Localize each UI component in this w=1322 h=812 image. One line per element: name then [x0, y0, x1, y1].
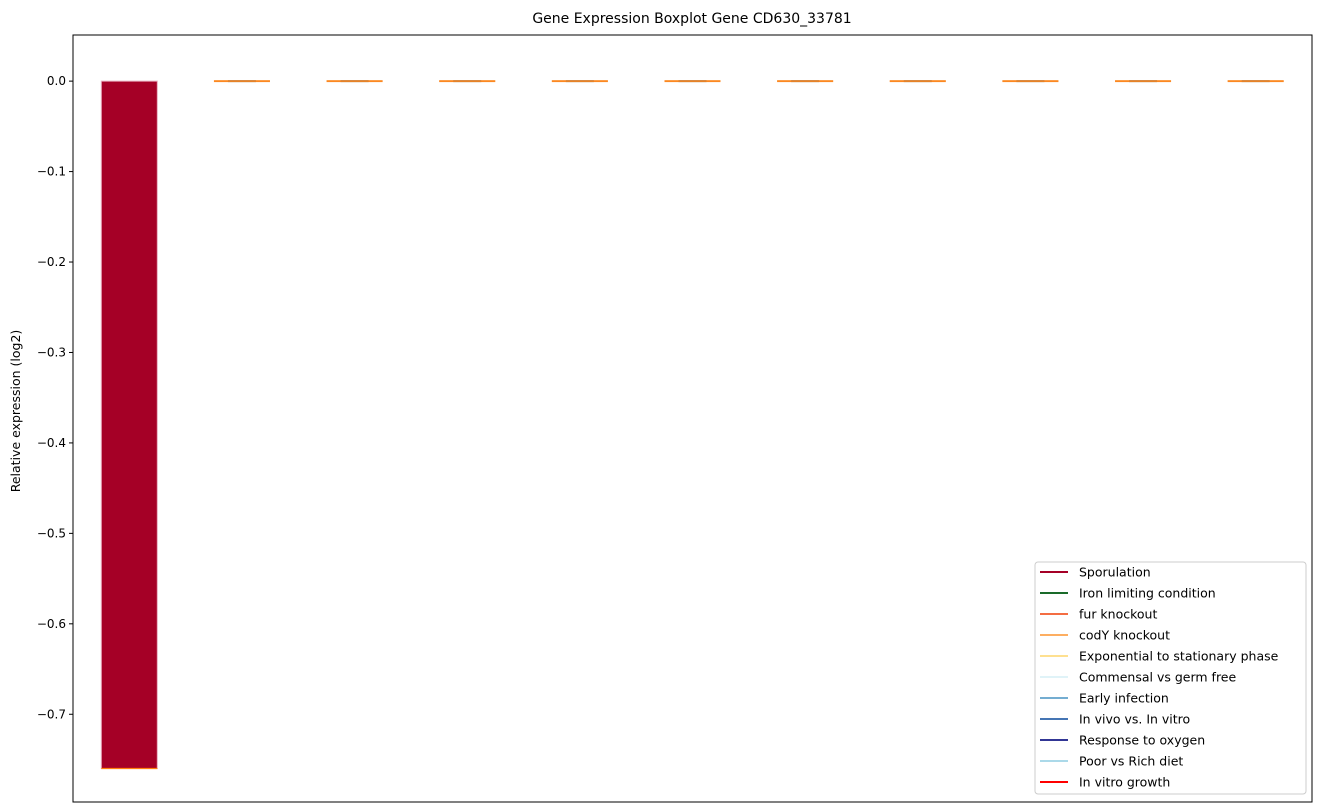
legend-label: Poor vs Rich diet [1079, 754, 1183, 769]
legend-label: Response to oxygen [1079, 733, 1205, 748]
y-tick-label: −0.7 [37, 707, 66, 721]
box-early-infection [777, 80, 834, 83]
box-fur-knockout [326, 80, 383, 83]
plot-frame [72, 34, 1313, 803]
box-cody-knockout [439, 80, 496, 83]
box-in-vitro-growth [1227, 80, 1284, 83]
legend-label: In vivo vs. In vitro [1079, 712, 1190, 727]
chart-title: Gene Expression Boxplot Gene CD630_33781 [532, 11, 851, 27]
box-response-to-oxygen [1002, 80, 1059, 83]
y-tick-label: 0.0 [47, 74, 66, 88]
legend-label: Iron limiting condition [1079, 586, 1216, 601]
legend-label: codY knockout [1079, 628, 1170, 643]
box-poor-vs-rich-diet [1115, 80, 1172, 83]
y-tick-label: −0.5 [37, 526, 66, 540]
legend-label: Sporulation [1079, 565, 1151, 580]
box-iron-limiting-condition [213, 80, 270, 83]
legend-frame [1034, 561, 1307, 795]
legend: Sporulation Iron limiting condition fur kn… [1034, 561, 1307, 795]
legend-label: Commensal vs germ free [1079, 670, 1236, 685]
y-tick-label: −0.2 [37, 255, 66, 269]
y-axis-label: Relative expression (log2) [8, 330, 23, 493]
box-commensal-vs-germ-free [664, 80, 721, 83]
box-sporulation [100, 80, 158, 770]
box-in-vivo-vs-in-vitro [889, 80, 946, 83]
legend-label: In vitro growth [1079, 775, 1170, 790]
box-exponential-to-stationary-phase [551, 80, 608, 83]
legend-label: Exponential to stationary phase [1079, 649, 1279, 664]
legend-label: fur knockout [1079, 607, 1157, 622]
box-body [100, 80, 158, 770]
y-tick-label: −0.4 [37, 436, 66, 450]
y-tick-label: −0.1 [37, 165, 66, 179]
y-tick-label: −0.3 [37, 345, 66, 359]
legend-label: Early infection [1079, 691, 1169, 706]
y-tick-label: −0.6 [37, 617, 66, 631]
